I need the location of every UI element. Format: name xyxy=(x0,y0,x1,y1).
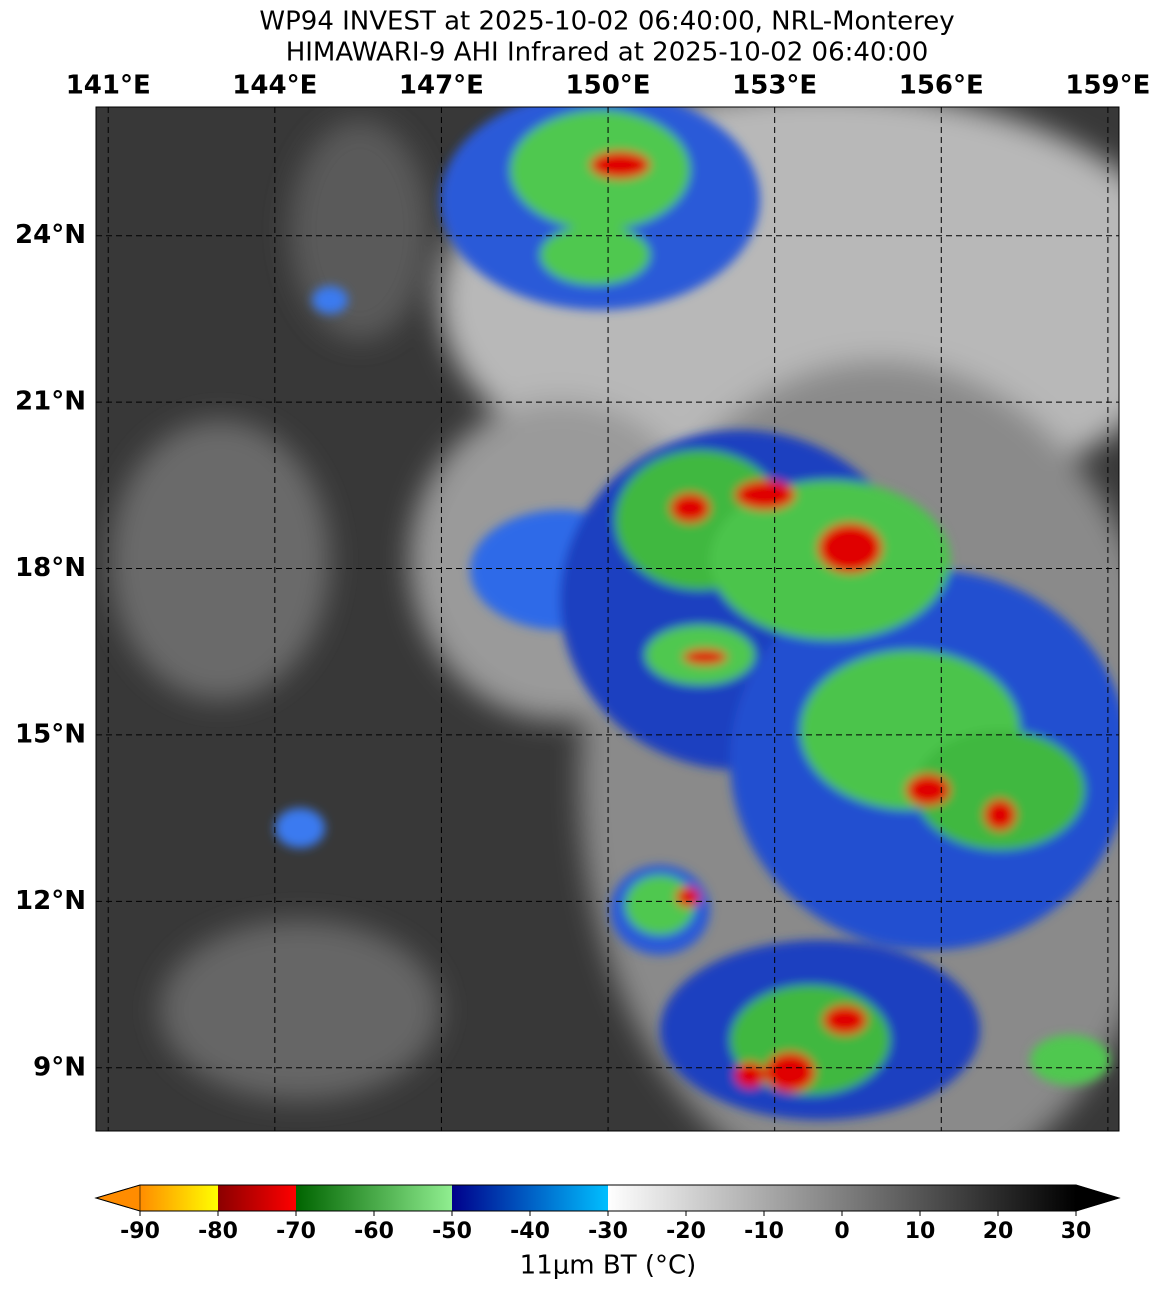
graticule xyxy=(96,107,1119,1131)
lon-label: 150°E xyxy=(566,71,651,101)
colorbar-segment xyxy=(140,1185,218,1211)
colorbar-tick-label: -30 xyxy=(588,1219,628,1244)
colorbar-tick-label: 0 xyxy=(834,1219,849,1244)
lon-label: 144°E xyxy=(232,71,317,101)
colorbar-tick-label: -90 xyxy=(120,1219,160,1244)
lon-label: 156°E xyxy=(899,71,984,101)
colorbar-segment xyxy=(452,1185,608,1211)
colorbar-tick-label: -70 xyxy=(276,1219,316,1244)
lat-label: 12°N xyxy=(15,886,86,916)
colorbar-tick-label: -20 xyxy=(666,1219,706,1244)
colorbar: -90 -80 -70 -60 -50 -40 -30 -20 -10 0 10 20 30 11μm B… xyxy=(94,1184,1121,1281)
colorbar-tick-label: -80 xyxy=(198,1219,238,1244)
title-line: HIMAWARI-9 AHI Infrared at 2025-10-02 06… xyxy=(286,38,929,68)
colorbar-label: 11μm BT (°C) xyxy=(520,1251,697,1281)
lat-label: 15°N xyxy=(15,719,86,749)
colorbar-extend-high xyxy=(1075,1184,1121,1212)
colorbar-tick-label: -60 xyxy=(354,1219,394,1244)
lat-label: 9°N xyxy=(33,1052,86,1082)
lon-label: 153°E xyxy=(732,71,817,101)
lon-label: 147°E xyxy=(399,71,484,101)
title-line: WP94 INVEST at 2025-10-02 06:40:00, NRL-… xyxy=(259,7,954,37)
map-frame xyxy=(95,106,1120,1132)
satellite-imagery xyxy=(96,107,1119,1131)
colorbar-extend-low xyxy=(94,1184,141,1212)
colorbar-segment xyxy=(218,1185,296,1211)
lat-label: 21°N xyxy=(15,387,86,417)
lon-label: 141°E xyxy=(66,71,151,101)
lat-label: 18°N xyxy=(15,553,86,583)
colorbar-tick-label: -10 xyxy=(744,1219,784,1244)
colorbar-tick-label: 20 xyxy=(983,1219,1014,1244)
colorbar-segment xyxy=(608,1185,1076,1211)
colorbar-tick-label: 30 xyxy=(1061,1219,1092,1244)
colorbar-tick-label: 10 xyxy=(905,1219,936,1244)
colorbar-segment xyxy=(296,1185,452,1211)
colorbar-tick-label: -40 xyxy=(510,1219,550,1244)
lat-label: 24°N xyxy=(15,220,86,250)
colorbar-tick-label: -50 xyxy=(432,1219,472,1244)
lon-label: 159°E xyxy=(1065,71,1150,101)
